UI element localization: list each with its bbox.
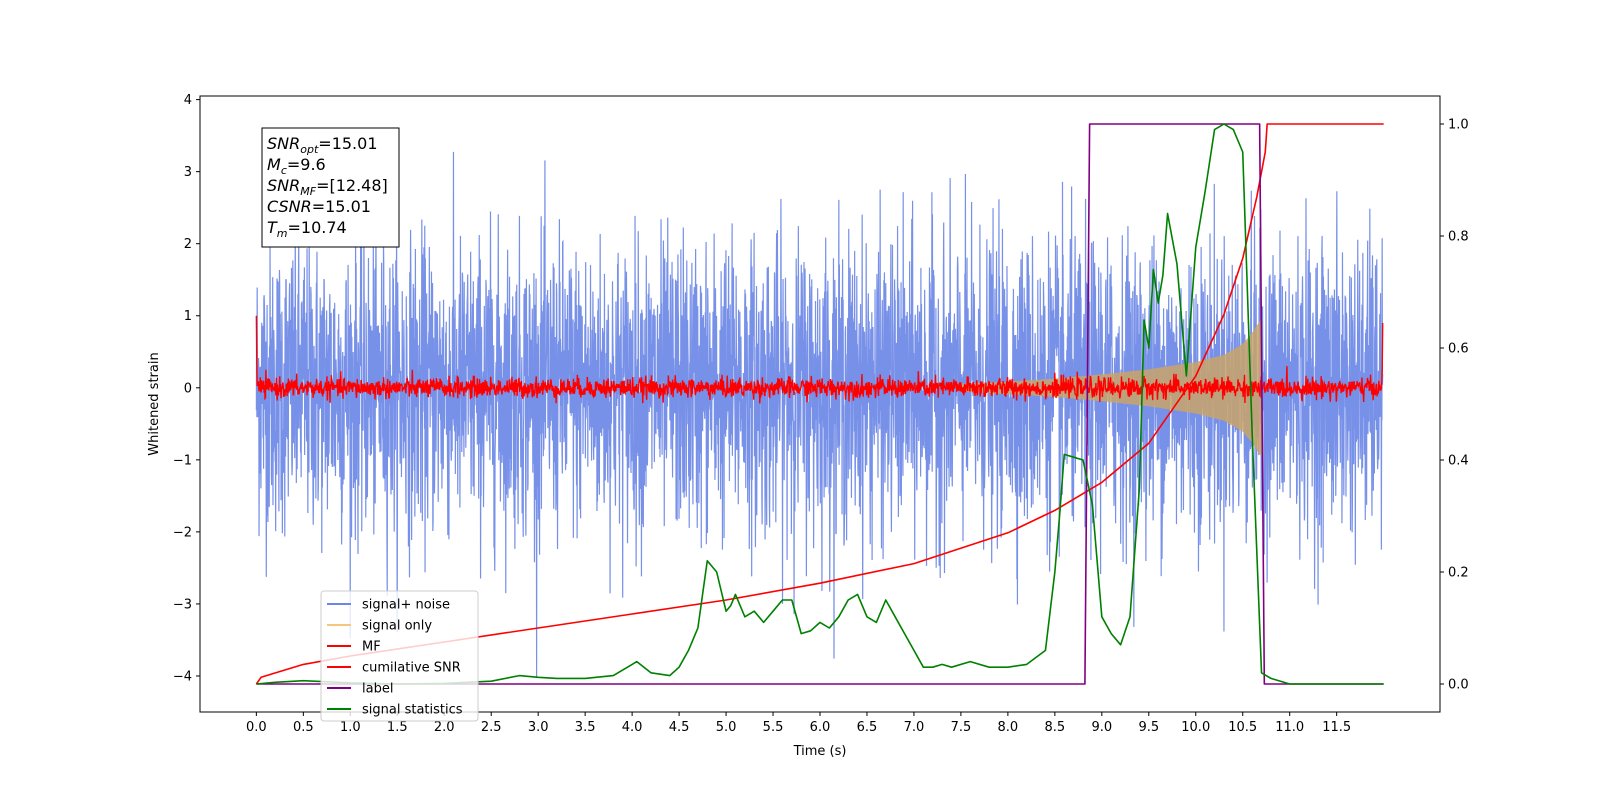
y-right-tick-label: 0.0	[1448, 678, 1469, 693]
y-left-tick-label: 1	[184, 309, 192, 324]
x-tick-label: 4.0	[622, 720, 643, 735]
series-mf	[255, 315, 1384, 404]
legend-label: signal only	[362, 619, 432, 634]
x-tick-label: 7.0	[904, 720, 925, 735]
info-line: CSNR=15.01	[267, 197, 371, 216]
y-right-tick-label: 0.2	[1448, 566, 1469, 581]
x-tick-label: 0.0	[246, 720, 267, 735]
y-left-tick-label: 0	[184, 381, 192, 396]
x-tick-label: 8.0	[998, 720, 1019, 735]
x-tick-label: 10.5	[1228, 720, 1257, 735]
y-axis-left: 4 3 2 1 0 −1 −2 −3 −4	[173, 93, 200, 684]
series-label	[256, 123, 1384, 685]
x-tick-label: 6.5	[857, 720, 878, 735]
x-tick-label: 6.0	[810, 720, 831, 735]
y-right-tick-label: 0.6	[1448, 342, 1469, 357]
y-axis-label: Whitened strain	[147, 352, 162, 455]
y-left-tick-label: 4	[184, 93, 192, 108]
x-tick-label: 4.5	[669, 720, 690, 735]
x-tick-label: 1.5	[387, 720, 408, 735]
x-tick-label: 5.5	[763, 720, 784, 735]
legend-label: signal+ noise	[362, 598, 450, 613]
y-left-tick-label: −1	[173, 453, 192, 468]
info-box: SNRopt=15.01Mc=9.6SNRMF=[12.48]CSNR=15.0…	[261, 127, 400, 248]
x-tick-label: 0.5	[293, 720, 314, 735]
y-right-tick-label: 0.8	[1448, 230, 1469, 245]
y-axis-right: 1.0 0.8 0.6 0.4 0.2 0.0	[1440, 118, 1469, 693]
x-tick-label: 8.5	[1045, 720, 1066, 735]
y-left-tick-label: −4	[173, 669, 192, 684]
y-right-tick-label: 0.4	[1448, 454, 1469, 469]
info-line: SNRopt=15.01	[267, 134, 378, 156]
legend-frame	[320, 590, 479, 722]
x-tick-label: 7.5	[951, 720, 972, 735]
info-line: Mc=9.6	[267, 155, 326, 177]
x-tick-label: 10.0	[1181, 720, 1210, 735]
legend: signal+ noise signal only MF cumilative SNR…	[320, 590, 479, 722]
x-tick-label: 5.0	[716, 720, 737, 735]
info-line: Tm=10.74	[267, 218, 347, 240]
y-left-tick-label: −2	[173, 525, 192, 540]
x-tick-label: 3.0	[528, 720, 549, 735]
legend-label: signal statistics	[362, 703, 463, 718]
y-left-tick-label: 3	[184, 165, 192, 180]
x-axis-label: Time (s)	[793, 744, 847, 759]
x-tick-label: 2.0	[434, 720, 455, 735]
x-tick-label: 1.0	[340, 720, 361, 735]
y-left-tick-label: 2	[184, 237, 192, 252]
info-line: SNRMF=[12.48]	[267, 176, 388, 198]
y-left-tick-label: −3	[173, 597, 192, 612]
legend-label: cumilative SNR	[362, 661, 461, 676]
x-axis: 0.0 0.5 1.0 1.5 2.0 2.5 3.0 3.5 4.0 4.5 5.0 5.5 6.0 6…	[246, 712, 1351, 735]
legend-label: label	[362, 682, 393, 697]
x-tick-label: 11.0	[1275, 720, 1304, 735]
x-tick-label: 9.5	[1138, 720, 1159, 735]
x-tick-label: 2.5	[481, 720, 502, 735]
x-tick-label: 9.0	[1091, 720, 1112, 735]
info-box-frame	[261, 127, 400, 248]
x-tick-label: 11.5	[1322, 720, 1351, 735]
legend-label: MF	[362, 640, 381, 655]
x-tick-label: 3.5	[575, 720, 596, 735]
y-right-tick-label: 1.0	[1448, 118, 1469, 133]
series-signal-statistics	[256, 123, 1384, 685]
